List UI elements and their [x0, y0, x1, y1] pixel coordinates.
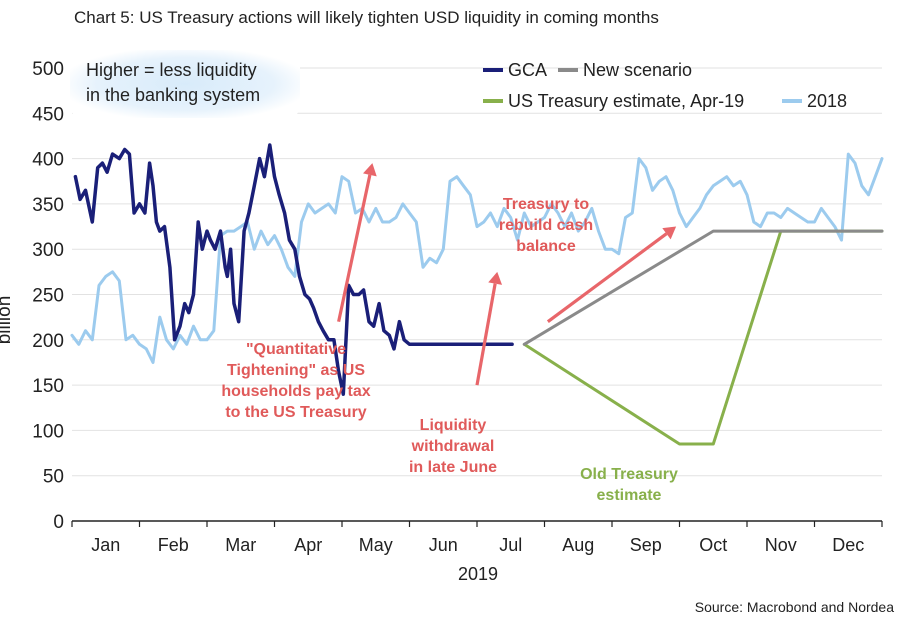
series-line-gca	[73, 143, 514, 396]
x-tick-label: Sep	[630, 535, 662, 555]
arrows	[337, 163, 677, 386]
annotation-arrowhead	[662, 226, 677, 240]
x-tick-label: Jan	[91, 535, 120, 555]
series-line-new-scenario	[522, 229, 884, 346]
annotation-arrow	[475, 283, 497, 386]
legend-label: US Treasury estimate, Apr-19	[508, 91, 744, 111]
old-estimate-annotation: Old Treasury estimate	[580, 466, 678, 504]
series-lines	[70, 143, 884, 446]
rebuild-line-1: Treasury to	[503, 196, 589, 213]
y-tick-label: 0	[53, 512, 64, 533]
y-axis-label: billion	[0, 296, 15, 345]
x-tick-label: Aug	[562, 535, 594, 555]
rebuild-line-2: rebuild cash	[499, 217, 593, 234]
y-tick-label: 400	[32, 150, 64, 171]
y-tick-label: 50	[43, 467, 64, 488]
rebuild-annotation: Treasury to rebuild cash balance	[499, 196, 593, 255]
rebuild-line-3: balance	[516, 238, 576, 255]
x-tick-label: Mar	[225, 535, 256, 555]
qt-line-4: to the US Treasury	[225, 404, 366, 421]
y-axis: 0 50 100 150 200 250 300 350 400 450 500	[32, 59, 64, 533]
source-note: Source: Macrobond and Nordea	[694, 599, 894, 615]
note-line-2: in the banking system	[86, 85, 260, 105]
annotation-arrow	[337, 174, 372, 323]
y-tick-label: 100	[32, 421, 64, 442]
y-tick-label: 350	[32, 195, 64, 216]
legend: GCA New scenario US Treasury estimate, Apr…	[483, 60, 847, 111]
annotation-arrowhead	[488, 271, 503, 285]
annotation-arrow	[546, 232, 668, 323]
y-tick-label: 500	[32, 59, 64, 80]
withdrawal-annotation: Liquidity withdrawal in late June	[409, 417, 497, 476]
note-line-1: Higher = less liquidity	[86, 60, 257, 80]
x-tick-label: Dec	[832, 535, 864, 555]
x-axis: Jan Feb Mar Apr May Jun Jul Aug Sep Oct Nov Dec	[71, 520, 883, 555]
y-tick-label: 250	[32, 286, 64, 307]
withdrawal-line-1: Liquidity	[420, 417, 487, 434]
annotation-arrowhead	[363, 163, 377, 177]
chart-title: Chart 5: US Treasury actions will likely…	[74, 8, 659, 27]
legend-label: GCA	[508, 60, 547, 80]
x-axis-year-label: 2019	[458, 564, 498, 584]
qt-line-3: households pay tax	[221, 383, 370, 400]
old-estimate-line-2: estimate	[597, 487, 662, 504]
x-tick-label: Apr	[294, 535, 322, 555]
note-box: Higher = less liquidity in the banking s…	[70, 50, 300, 118]
series-line-us-treasury-estimate-apr-19	[522, 229, 884, 446]
x-tick-label: Jul	[499, 535, 522, 555]
x-tick-label: Oct	[699, 535, 727, 555]
y-tick-label: 450	[32, 104, 64, 125]
y-tick-label: 200	[32, 331, 64, 352]
qt-line-1: "Quantitative	[246, 341, 346, 358]
withdrawal-line-2: withdrawal	[411, 438, 495, 455]
y-tick-label: 300	[32, 240, 64, 261]
x-tick-label: Jun	[429, 535, 458, 555]
legend-label: New scenario	[583, 60, 692, 80]
x-tick-label: May	[359, 535, 393, 555]
series-line-2018	[70, 152, 884, 364]
note-glow	[70, 50, 300, 118]
legend-label: 2018	[807, 91, 847, 111]
y-tick-label: 150	[32, 376, 64, 397]
qt-annotation: "Quantitative Tightening" as US househol…	[221, 341, 370, 421]
x-tick-label: Feb	[158, 535, 189, 555]
qt-line-2: Tightening" as US	[227, 362, 365, 379]
x-tick-label: Nov	[765, 535, 797, 555]
old-estimate-line-1: Old Treasury	[580, 466, 678, 483]
withdrawal-line-3: in late June	[409, 459, 497, 476]
